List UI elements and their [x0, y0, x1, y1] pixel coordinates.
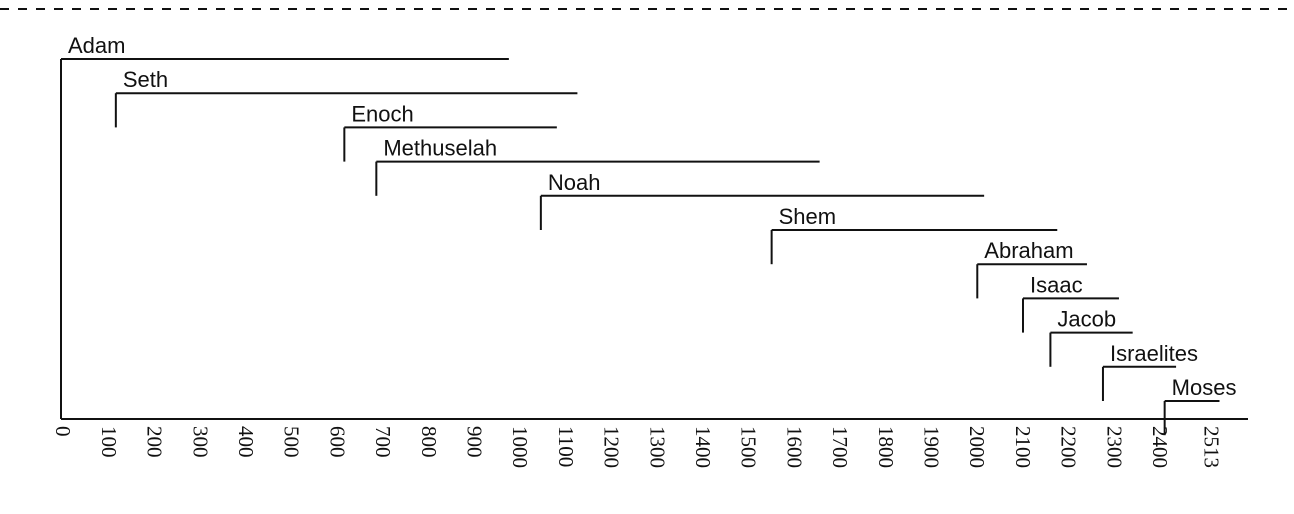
person-seth: Seth	[114, 67, 578, 128]
person-label-isaac: Isaac	[1030, 272, 1083, 297]
person-enoch: Enoch	[343, 101, 557, 162]
x-tick-label: 1900	[919, 426, 943, 468]
person-isaac: Isaac	[1021, 272, 1119, 333]
x-tick-labels: 0 100 200 300 400 500 600 700 800 900 1000 1100 1200…	[51, 426, 1223, 468]
person-label-seth: Seth	[123, 67, 168, 92]
person-shem: Shem	[770, 204, 1058, 265]
x-tick-label: 700	[371, 426, 395, 458]
person-label-noah: Noah	[548, 170, 601, 195]
person-jacob: Jacob	[1049, 307, 1133, 367]
x-tick-label: 300	[188, 426, 212, 458]
person-methuselah: Methuselah	[375, 136, 820, 196]
person-abraham: Abraham	[976, 238, 1087, 299]
x-tick-label: 600	[325, 426, 349, 458]
x-tick-label: 1200	[600, 426, 624, 468]
person-label-adam: Adam	[68, 33, 125, 58]
x-tick-label: 400	[234, 426, 258, 458]
person-adam: Adam	[60, 33, 509, 419]
person-label-enoch: Enoch	[351, 101, 413, 126]
x-tick-label: 1000	[508, 426, 532, 468]
x-tick-label: 1600	[782, 426, 806, 468]
x-tick-label: 500	[280, 426, 304, 458]
person-label-israelites: Israelites	[1110, 341, 1198, 366]
x-tick-label: 800	[417, 426, 441, 458]
person-label-abraham: Abraham	[984, 238, 1073, 263]
x-tick-label: 1800	[874, 426, 898, 468]
x-tick-label: 2513	[1200, 426, 1224, 468]
x-tick-label: 2400	[1148, 426, 1172, 468]
x-tick-label: 2300	[1102, 426, 1126, 468]
person-noah: Noah	[539, 170, 985, 230]
person-lines: Adam Seth Enoch Methuselah Noah Shem Abraham Is…	[60, 33, 1237, 436]
x-tick-label: 2200	[1057, 426, 1081, 468]
x-tick-label: 1300	[645, 426, 669, 468]
x-tick-label: 1100	[554, 426, 578, 467]
x-tick-label: 200	[143, 426, 167, 458]
person-label-moses: Moses	[1172, 375, 1237, 400]
x-tick-label: 900	[462, 426, 486, 458]
x-tick-label: 1500	[737, 426, 761, 468]
person-label-methuselah: Methuselah	[383, 136, 497, 161]
person-israelites: Israelites	[1101, 341, 1198, 401]
x-tick-label: 2100	[1011, 426, 1035, 468]
person-label-jacob: Jacob	[1057, 307, 1116, 332]
x-tick-label: 2000	[965, 426, 989, 468]
x-tick-label: 0	[51, 426, 75, 437]
x-tick-label: 100	[97, 426, 121, 458]
person-moses: Moses	[1163, 375, 1237, 436]
x-tick-label: 1700	[828, 426, 852, 468]
person-label-shem: Shem	[779, 204, 836, 229]
x-tick-label: 1400	[691, 426, 715, 468]
